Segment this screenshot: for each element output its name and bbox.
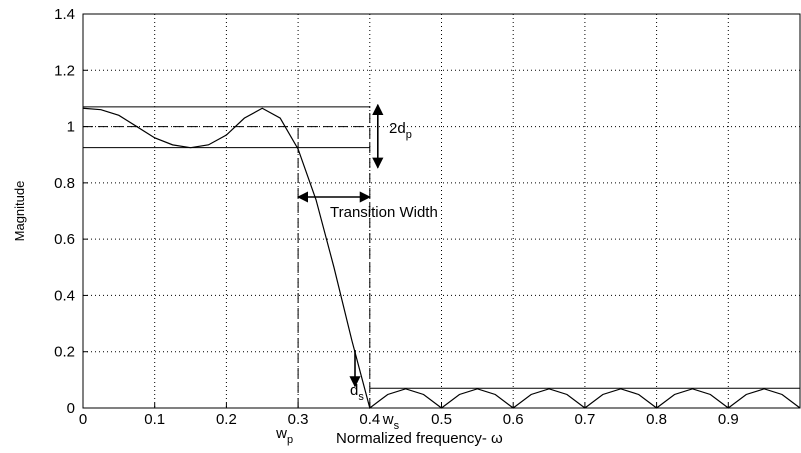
x-axis-label: Normalized frequency- ω (336, 430, 503, 447)
annotation-text: Transition Width (330, 204, 438, 221)
y-tick-label: 0 (67, 400, 75, 417)
response-curve (82, 107, 801, 410)
y-tick-label: 0.6 (54, 231, 75, 248)
x-tick-label: 0.5 (431, 411, 452, 428)
x-tick-label: 0.3 (288, 411, 309, 428)
y-tick-label: 1.2 (54, 62, 75, 79)
annotation-text: w (275, 425, 287, 442)
x-tick-label: 0.7 (574, 411, 595, 428)
y-tick-label: 0.4 (54, 287, 75, 304)
x-tick-label: 0 (79, 411, 87, 428)
annotation-wp: wp (275, 425, 293, 446)
x-tick-label: 0.1 (144, 411, 165, 428)
y-tick-label: 0.2 (54, 344, 75, 361)
x-tick-label: 0.4 (359, 411, 380, 428)
annotation-text: 2d (389, 120, 406, 137)
x-tick-label: 0.2 (216, 411, 237, 428)
annotation-subscript: s (358, 391, 364, 403)
x-tick-label: 0.6 (503, 411, 524, 428)
annotation-stopband: ds (350, 382, 364, 403)
annotation-text: d (350, 382, 358, 399)
annotation-ripple: 2dp (389, 120, 412, 141)
y-tick-label: 0.8 (54, 175, 75, 192)
x-tick-label: 0.9 (718, 411, 739, 428)
y-axis-label: Magnitude (12, 181, 27, 242)
annotation-ws: ws (382, 411, 400, 432)
annotation-transition: Transition Width (330, 204, 438, 221)
x-tick-label: 0.8 (646, 411, 667, 428)
y-tick-label: 1.4 (54, 6, 75, 23)
annotation-subscript: p (287, 434, 293, 446)
annotation-subscript: s (394, 420, 400, 432)
annotation-subscript: p (406, 129, 412, 141)
annotation-text: w (382, 411, 394, 428)
y-tick-label: 1 (67, 119, 75, 136)
